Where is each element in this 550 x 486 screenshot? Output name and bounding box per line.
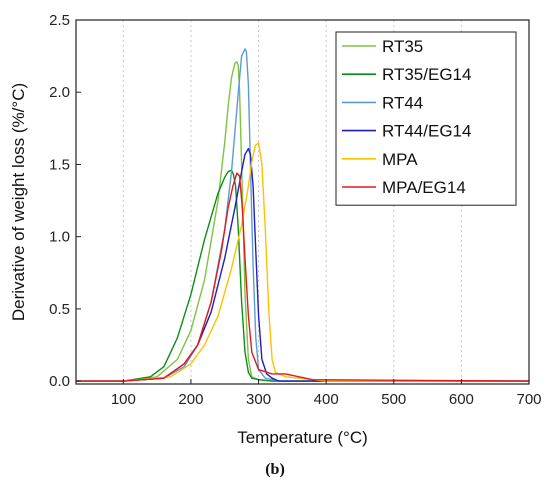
legend-box: [335, 31, 517, 206]
plot-series: [76, 48, 530, 382]
y-tick-label: 1.0: [49, 229, 70, 246]
figure-caption: (b): [265, 461, 285, 478]
legend: RT35 RT35/EG14 RT44 RT44/EG14 MPA MPA/EG14: [335, 31, 517, 206]
axis-ticks: 100 200 300 400 500 600 700 0.0 0.5 1.0 1.5 2.0 2.5: [49, 12, 541, 408]
x-axis-title: Temperature (°C): [237, 428, 368, 447]
legend-label: RT44/EG14: [382, 122, 471, 141]
y-tick-label: 0.5: [49, 301, 70, 318]
series-line-5: [76, 172, 530, 382]
y-tick-label: 2.0: [49, 84, 70, 101]
legend-label: RT44: [382, 93, 423, 112]
x-tick-label: 200: [178, 391, 203, 408]
x-tick-label: 300: [246, 391, 271, 408]
x-tick-label: 700: [516, 391, 541, 408]
y-tick-label: 2.5: [49, 12, 70, 29]
legend-label: MPA: [382, 150, 418, 169]
y-axis-title: Derivative of weight loss (%/°C): [9, 83, 28, 321]
plot-frame: [75, 19, 530, 385]
x-tick-label: 600: [449, 391, 474, 408]
x-tick-label: 400: [314, 391, 339, 408]
series-line-2: [76, 48, 529, 382]
x-tick-label: 500: [381, 391, 406, 408]
legend-label: MPA/EG14: [382, 178, 466, 197]
legend-label: RT35: [382, 37, 423, 56]
legend-label: RT35/EG14: [382, 65, 471, 84]
x-tick-label: 100: [111, 391, 136, 408]
series-line-4: [76, 142, 529, 382]
y-tick-label: 0.0: [49, 373, 70, 390]
y-tick-label: 1.5: [49, 156, 70, 173]
